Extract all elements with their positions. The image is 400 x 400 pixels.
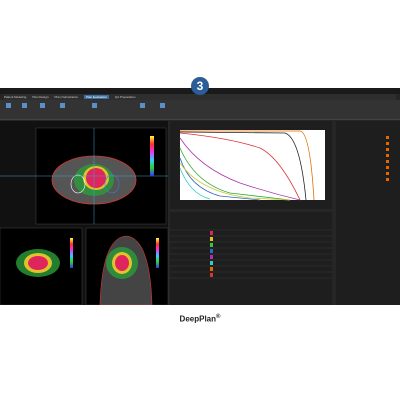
toolbar-icons (6, 103, 165, 108)
row-swatches (210, 231, 213, 277)
caption-title: DeepPlan (179, 314, 217, 324)
tab[interactable]: Patient Modeling (4, 95, 27, 99)
caption: DeepPlan® (0, 314, 400, 324)
step-badge: 3 (191, 77, 209, 95)
caption-mark: ® (216, 314, 221, 320)
workspace (0, 103, 400, 305)
dvh-plot (180, 130, 325, 200)
toolbar (0, 100, 400, 120)
table-rows (170, 229, 332, 279)
tab[interactable]: Plan Design (32, 95, 49, 99)
tab[interactable]: Plan Optimization (54, 95, 79, 99)
tab-bar: Patient Modeling Plan Design Plan Optimiza… (4, 94, 396, 100)
structure-list (336, 121, 400, 305)
dose-table (170, 212, 332, 305)
tab[interactable]: QA Preparation (114, 95, 136, 99)
dvh-curves (179, 130, 315, 201)
structure-icons (386, 136, 389, 181)
tab[interactable]: Plan Evaluation (84, 95, 109, 99)
